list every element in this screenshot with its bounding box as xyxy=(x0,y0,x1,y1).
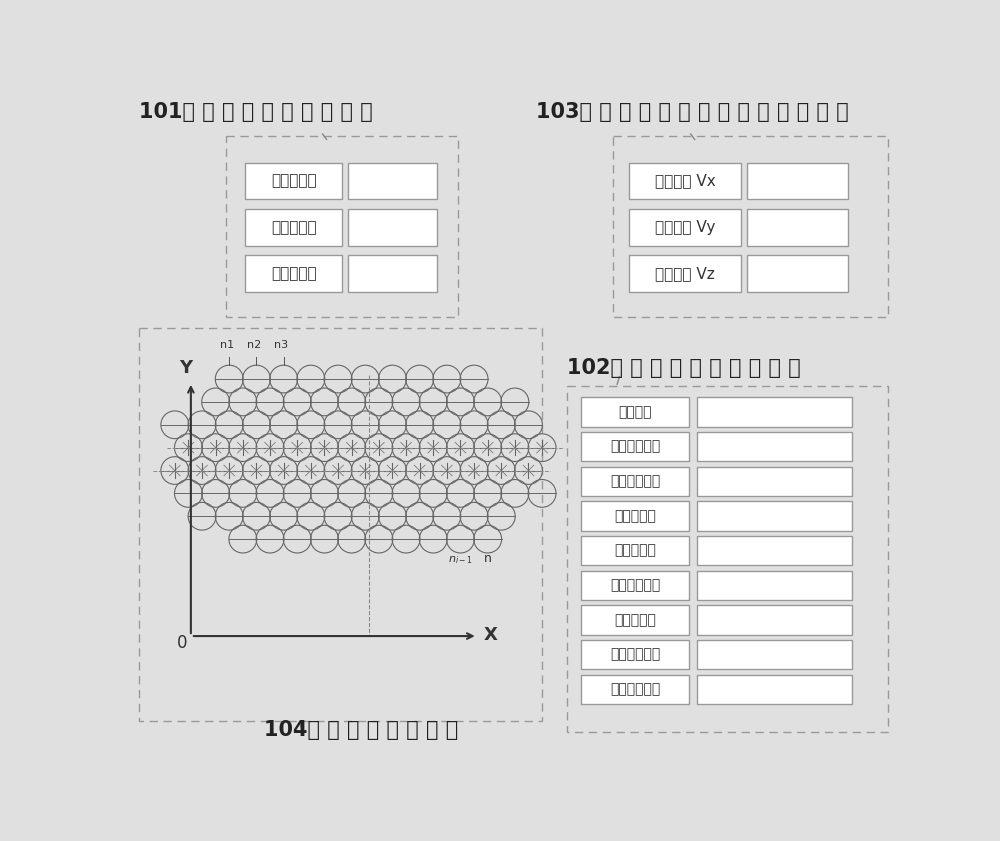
Text: 胀接长度：: 胀接长度： xyxy=(614,509,656,523)
FancyBboxPatch shape xyxy=(581,432,689,461)
FancyBboxPatch shape xyxy=(245,209,342,246)
Text: 胀管器型号：: 胀管器型号： xyxy=(610,440,660,453)
FancyBboxPatch shape xyxy=(581,467,689,496)
FancyBboxPatch shape xyxy=(697,674,852,704)
FancyBboxPatch shape xyxy=(697,606,852,634)
Text: 0: 0 xyxy=(177,633,187,652)
Text: 胀接力矩：: 胀接力矩： xyxy=(614,543,656,558)
FancyBboxPatch shape xyxy=(581,501,689,531)
Text: 未胀接孔数：: 未胀接孔数： xyxy=(610,682,660,696)
FancyBboxPatch shape xyxy=(581,640,689,669)
FancyBboxPatch shape xyxy=(581,571,689,600)
Text: 103「 」 「 」 「 」 「 」 「 」 「 」 「 」: 103「 」 「 」 「 」 「 」 「 」 「 」 「 」 xyxy=(536,102,848,122)
FancyBboxPatch shape xyxy=(581,674,689,704)
FancyBboxPatch shape xyxy=(747,255,848,292)
FancyBboxPatch shape xyxy=(697,640,852,669)
FancyBboxPatch shape xyxy=(245,162,342,199)
Text: Y: Y xyxy=(179,359,192,377)
FancyBboxPatch shape xyxy=(581,536,689,565)
Text: 102「 」 「 」 「 」 「 」 「 」: 102「 」 「 」 「 」 「 」 「 」 xyxy=(567,358,800,378)
FancyBboxPatch shape xyxy=(697,397,852,426)
Text: 空程速度 Vz: 空程速度 Vz xyxy=(655,266,715,281)
FancyBboxPatch shape xyxy=(629,209,741,246)
Text: 胀接面：: 胀接面： xyxy=(618,405,652,419)
Text: 空程速度 Vx: 空程速度 Vx xyxy=(655,173,715,188)
Text: 产品批次：: 产品批次： xyxy=(271,220,316,235)
Text: $n_{i-1}$: $n_{i-1}$ xyxy=(448,554,473,566)
FancyBboxPatch shape xyxy=(697,501,852,531)
FancyBboxPatch shape xyxy=(629,255,741,292)
Text: 胀管器编号：: 胀管器编号： xyxy=(610,474,660,489)
Text: X: X xyxy=(484,626,498,644)
FancyBboxPatch shape xyxy=(348,209,437,246)
FancyBboxPatch shape xyxy=(348,255,437,292)
FancyBboxPatch shape xyxy=(348,162,437,199)
Text: 产品编号：: 产品编号： xyxy=(271,266,316,281)
Text: 101「 」 「 」 「 」 「 」 「 」: 101「 」 「 」 「 」 「 」 「 」 xyxy=(139,102,373,122)
Text: n2: n2 xyxy=(247,341,261,350)
Text: 空程速度 Vy: 空程速度 Vy xyxy=(655,220,715,235)
Text: 胀接孔位：: 胀接孔位： xyxy=(614,613,656,627)
FancyBboxPatch shape xyxy=(581,606,689,634)
FancyBboxPatch shape xyxy=(245,255,342,292)
FancyBboxPatch shape xyxy=(697,467,852,496)
Text: 胀接总孔数：: 胀接总孔数： xyxy=(610,579,660,592)
FancyBboxPatch shape xyxy=(697,536,852,565)
Text: 104「 」 「 」 「 」 「 」: 104「 」 「 」 「 」 「 」 xyxy=(264,720,459,740)
Text: 已胀接孔数：: 已胀接孔数： xyxy=(610,648,660,662)
FancyBboxPatch shape xyxy=(747,162,848,199)
FancyBboxPatch shape xyxy=(747,209,848,246)
Text: n3: n3 xyxy=(274,341,288,350)
Text: n1: n1 xyxy=(220,341,234,350)
Text: 产品型号：: 产品型号： xyxy=(271,173,316,188)
Text: n: n xyxy=(484,553,492,565)
FancyBboxPatch shape xyxy=(581,397,689,426)
FancyBboxPatch shape xyxy=(697,571,852,600)
FancyBboxPatch shape xyxy=(629,162,741,199)
FancyBboxPatch shape xyxy=(697,432,852,461)
